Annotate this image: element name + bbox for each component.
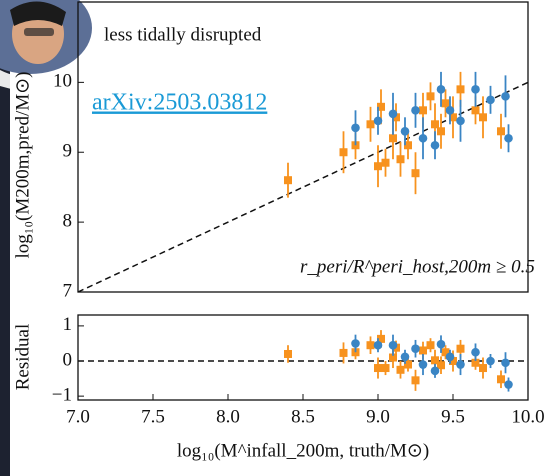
point <box>373 340 383 350</box>
point <box>449 357 457 366</box>
point <box>404 141 412 150</box>
point <box>471 85 480 94</box>
point <box>501 92 510 101</box>
point <box>486 356 495 366</box>
point <box>284 349 292 358</box>
point <box>404 360 412 369</box>
point <box>504 380 513 389</box>
point <box>400 126 410 136</box>
point <box>436 339 446 349</box>
point <box>497 375 505 384</box>
point <box>411 106 420 115</box>
point <box>339 348 348 357</box>
y-tick-label: 10 <box>53 71 72 92</box>
x-tick-label: 7.0 <box>66 406 90 427</box>
point <box>400 352 410 362</box>
point <box>431 120 439 129</box>
point <box>411 169 420 178</box>
point <box>430 366 440 376</box>
point <box>441 348 450 357</box>
point <box>471 106 480 115</box>
x-tick-label: 7.5 <box>141 406 165 427</box>
annotation: r_peri/R^peri_host,200m ≥ 0.5 <box>300 256 535 277</box>
point <box>418 133 428 143</box>
y-tick-label: −1 <box>52 384 72 405</box>
point <box>426 341 435 350</box>
point <box>471 347 480 357</box>
point <box>396 365 405 374</box>
point <box>339 148 348 157</box>
y-axis-label: Residual <box>12 324 33 391</box>
point <box>441 99 450 108</box>
point <box>381 364 390 373</box>
point <box>351 339 360 348</box>
point <box>497 127 505 136</box>
point <box>449 113 457 122</box>
point <box>418 360 428 369</box>
point <box>437 127 445 136</box>
x-tick-label: 9.5 <box>441 406 465 427</box>
point <box>486 95 495 105</box>
panel-title: less tidally disrupted <box>104 24 262 45</box>
point <box>411 376 420 385</box>
point <box>479 113 487 122</box>
point <box>456 360 465 369</box>
x-tick-label: 8.5 <box>291 406 315 427</box>
point <box>445 106 455 115</box>
point <box>430 140 440 150</box>
point <box>388 109 398 119</box>
point <box>419 106 427 115</box>
plot-frame <box>77 1 529 293</box>
point <box>471 358 480 367</box>
paper-link[interactable]: arXiv:2503.03812 <box>92 90 267 116</box>
point <box>351 123 360 133</box>
point <box>396 155 405 164</box>
point <box>377 334 385 343</box>
point <box>479 364 487 373</box>
y-tick-label: 0 <box>63 349 73 370</box>
point <box>388 340 398 350</box>
point <box>445 352 455 362</box>
x-tick-label: 10.0 <box>511 406 544 427</box>
y-tick-label: 1 <box>63 314 73 335</box>
point <box>504 133 513 143</box>
point <box>389 134 397 143</box>
photo-edge <box>0 0 10 476</box>
x-tick-label: 8.0 <box>216 406 240 427</box>
point <box>374 364 382 373</box>
point <box>377 102 385 111</box>
y-tick-label: 9 <box>63 141 73 162</box>
point <box>373 116 383 126</box>
point <box>431 356 439 365</box>
point <box>284 176 292 185</box>
x-axis-label: log₁₀(M^infall_200m, truth/M⊙) <box>177 440 429 461</box>
point <box>456 344 465 353</box>
point <box>411 344 420 354</box>
point <box>366 120 375 129</box>
point <box>366 341 375 350</box>
point <box>389 353 397 362</box>
point <box>381 158 390 167</box>
point <box>437 361 445 370</box>
y-tick-label: 8 <box>63 210 73 231</box>
point <box>426 92 435 101</box>
x-tick-label: 9.0 <box>366 406 390 427</box>
point <box>392 113 400 122</box>
y-tick-label: 7 <box>63 280 73 301</box>
point <box>456 85 465 94</box>
point <box>501 358 510 368</box>
point <box>419 346 427 355</box>
y-axis-label: log₁₀(M200m,pred/M⊙) <box>12 72 33 259</box>
point <box>436 85 446 94</box>
point <box>374 162 382 171</box>
point <box>456 116 465 126</box>
presenter-photo <box>0 0 95 92</box>
